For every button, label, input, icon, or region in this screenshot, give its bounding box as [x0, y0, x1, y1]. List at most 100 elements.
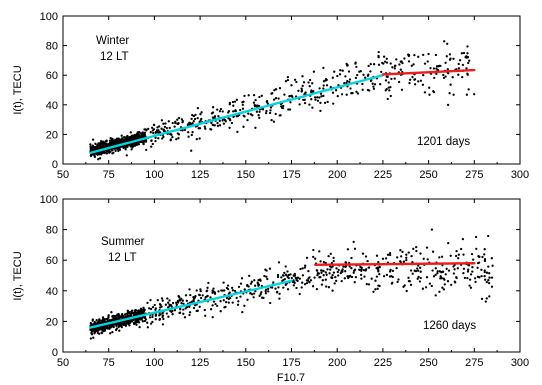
data-point	[442, 288, 446, 291]
data-point	[151, 126, 154, 129]
data-point	[431, 269, 434, 272]
data-point	[431, 250, 435, 253]
data-point	[93, 155, 97, 159]
data-point	[330, 276, 333, 279]
data-point	[192, 120, 195, 123]
data-point	[144, 318, 148, 321]
data-point	[141, 131, 144, 134]
data-point	[407, 279, 411, 283]
data-point	[485, 297, 488, 300]
data-point	[272, 281, 275, 284]
season-label: Winter	[96, 35, 129, 47]
data-point	[361, 88, 364, 91]
data-point	[101, 328, 104, 332]
data-point	[422, 73, 425, 77]
data-point	[353, 269, 356, 272]
data-point	[295, 278, 298, 282]
data-point	[89, 322, 92, 325]
data-point	[228, 291, 231, 294]
data-point	[316, 273, 319, 277]
data-point	[268, 267, 272, 270]
data-point	[388, 275, 392, 278]
data-point	[364, 269, 367, 272]
data-point	[332, 259, 335, 263]
data-point	[312, 70, 316, 73]
data-point	[380, 70, 383, 74]
data-point	[436, 270, 439, 273]
data-point	[423, 91, 427, 94]
data-point	[469, 273, 473, 276]
data-point	[162, 128, 165, 131]
data-point	[369, 62, 372, 66]
data-point	[385, 273, 389, 277]
data-point	[195, 137, 198, 141]
data-point	[187, 123, 190, 126]
data-point	[110, 311, 113, 314]
data-point	[327, 286, 331, 289]
data-point	[313, 276, 316, 279]
data-point	[149, 322, 153, 325]
data-point	[130, 134, 133, 138]
data-point	[309, 279, 313, 282]
data-point	[385, 61, 389, 64]
data-point	[287, 108, 290, 111]
data-point	[444, 273, 447, 276]
data-point	[227, 301, 230, 304]
data-point	[388, 252, 392, 255]
data-point	[409, 283, 413, 287]
data-point	[247, 94, 250, 97]
data-point	[242, 100, 245, 103]
x-tick-label: 75	[103, 169, 115, 181]
data-point	[452, 57, 455, 60]
data-point	[395, 58, 398, 61]
x-tick-label: 50	[57, 169, 69, 181]
data-point	[483, 269, 486, 272]
data-point	[359, 265, 362, 269]
data-point	[487, 281, 491, 285]
data-point	[188, 305, 191, 308]
data-point	[366, 259, 369, 263]
data-point	[219, 107, 223, 111]
data-point	[174, 121, 177, 125]
data-point	[260, 291, 263, 294]
data-point	[92, 146, 95, 149]
x-tick-label: 100	[145, 357, 163, 369]
data-point	[442, 76, 446, 80]
data-point	[304, 91, 307, 95]
data-point	[264, 111, 268, 115]
data-point	[188, 288, 191, 291]
data-point	[284, 283, 287, 287]
data-point	[308, 85, 311, 88]
data-point	[399, 68, 402, 71]
data-point	[154, 318, 157, 321]
data-point	[483, 253, 486, 256]
data-point	[480, 268, 483, 271]
axis-ticks: 50 75 100 125 150 175 200 225 250 275 300 0 20 40 60 80…	[40, 11, 530, 181]
data-point	[141, 134, 145, 138]
time-label: 12 LT	[100, 51, 129, 63]
data-point	[405, 256, 408, 259]
data-point	[112, 325, 115, 329]
data-point	[98, 153, 101, 156]
data-point	[252, 101, 256, 104]
data-point	[150, 139, 153, 142]
data-point	[89, 337, 93, 340]
data-point	[416, 267, 419, 270]
y-axis-label: I(t), TECU	[12, 251, 24, 300]
data-point	[236, 130, 239, 134]
data-point	[151, 142, 154, 146]
data-point	[160, 305, 163, 308]
data-point	[382, 55, 386, 58]
data-point	[296, 276, 300, 279]
fit-lines	[89, 68, 476, 155]
data-point	[248, 274, 251, 278]
data-point	[439, 277, 442, 280]
data-point	[265, 269, 268, 272]
data-point	[412, 247, 415, 251]
data-point	[441, 286, 444, 289]
data-point	[99, 139, 103, 143]
axis-ticks: 50 75 100 125 150 175 200 225 250 275 300 0 20 40 60 80…	[40, 194, 530, 369]
data-point	[132, 144, 135, 148]
data-point	[221, 110, 224, 113]
data-point	[292, 284, 295, 287]
